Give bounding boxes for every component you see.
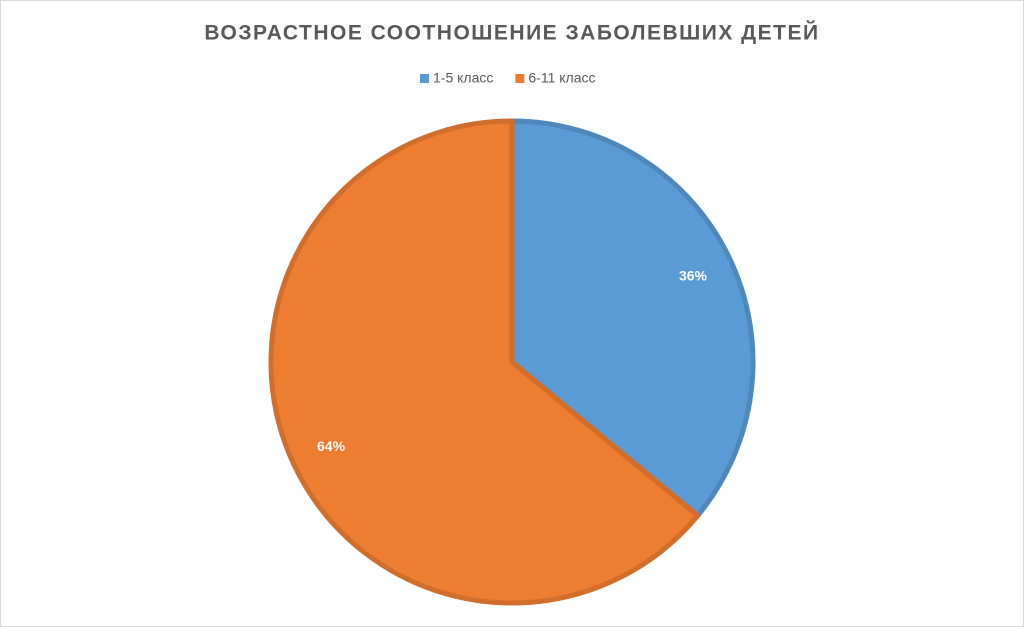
pie-slice: [268, 118, 701, 606]
pie-slice: [509, 118, 756, 519]
chart-title: ВОЗРАСТНОЕ СООТНОШЕНИЕ ЗАБОЛЕВШИХ ДЕТЕЙ: [204, 21, 819, 45]
data-label: 36%: [679, 268, 708, 284]
legend-label: 1-5 класс: [433, 70, 493, 86]
data-label: 64%: [317, 438, 346, 454]
legend-swatch: [420, 74, 429, 83]
legend-label: 6-11 класс: [528, 70, 595, 86]
legend-swatch: [515, 74, 525, 83]
